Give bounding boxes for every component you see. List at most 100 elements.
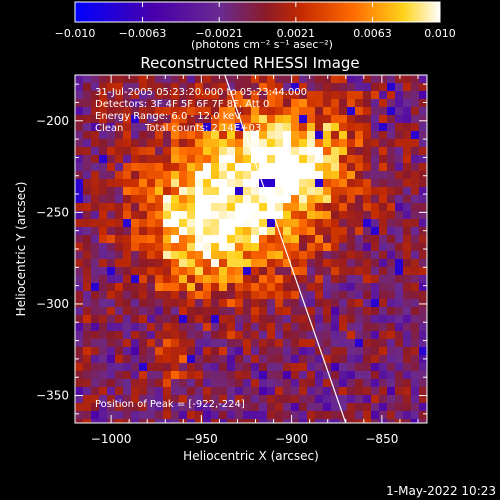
heatmap-cell xyxy=(379,83,388,92)
heatmap-cell xyxy=(203,291,212,300)
heatmap-cell xyxy=(259,171,268,180)
heatmap-cell xyxy=(315,283,324,292)
heatmap-cell xyxy=(147,411,156,420)
heatmap-cell xyxy=(107,203,116,212)
heatmap-cell xyxy=(355,411,364,420)
heatmap-cell xyxy=(275,91,284,100)
y-tick-label: −300 xyxy=(36,297,69,311)
heatmap-cell xyxy=(315,171,324,180)
heatmap-cell xyxy=(75,403,84,412)
heatmap-cell xyxy=(323,155,332,164)
heatmap-cell xyxy=(179,267,188,276)
heatmap-cell xyxy=(379,355,388,364)
heatmap-cell xyxy=(139,419,148,423)
heatmap-cell xyxy=(339,243,348,252)
heatmap-cell xyxy=(307,147,316,156)
heatmap-cell xyxy=(163,123,172,132)
heatmap-cell xyxy=(75,347,84,356)
heatmap-cell xyxy=(403,179,412,188)
heatmap-cell xyxy=(179,227,188,236)
heatmap-cell xyxy=(299,235,308,244)
heatmap-cell xyxy=(403,411,412,420)
heatmap-cell xyxy=(395,387,404,396)
heatmap-cell xyxy=(107,395,116,404)
heatmap-cell xyxy=(363,195,372,204)
heatmap-cell xyxy=(147,323,156,332)
heatmap-cell xyxy=(347,195,356,204)
heatmap-cell xyxy=(379,219,388,228)
heatmap-cell xyxy=(419,267,427,276)
heatmap-cell xyxy=(99,99,108,108)
heatmap-cell xyxy=(355,379,364,388)
heatmap-cell xyxy=(315,299,324,308)
heatmap-cell xyxy=(339,387,348,396)
heatmap-cell xyxy=(347,315,356,324)
heatmap-cell xyxy=(139,235,148,244)
heatmap-cell xyxy=(339,395,348,404)
heatmap-cell xyxy=(275,251,284,260)
heatmap-cell xyxy=(251,75,260,84)
heatmap-cell xyxy=(251,379,260,388)
heatmap-cell xyxy=(131,115,140,124)
heatmap-cell xyxy=(299,363,308,372)
heatmap-cell xyxy=(203,75,212,84)
heatmap-cell xyxy=(179,379,188,388)
heatmap-cell xyxy=(379,363,388,372)
heatmap-cell xyxy=(155,299,164,308)
heatmap-cell xyxy=(211,419,220,423)
heatmap-cell xyxy=(323,163,332,172)
heatmap-cell xyxy=(187,75,196,84)
heatmap-cell xyxy=(403,243,412,252)
heatmap-cell xyxy=(355,291,364,300)
heatmap-cell xyxy=(307,107,316,116)
heatmap-cell xyxy=(315,411,324,420)
heatmap-cell xyxy=(419,371,427,380)
heatmap-cell xyxy=(395,411,404,420)
heatmap-cell xyxy=(411,99,420,108)
heatmap-cell xyxy=(115,91,124,100)
heatmap-cell xyxy=(363,147,372,156)
heatmap-cell xyxy=(227,379,236,388)
heatmap-cell xyxy=(395,195,404,204)
heatmap-cell xyxy=(315,235,324,244)
heatmap-cell xyxy=(371,387,380,396)
heatmap-cell xyxy=(131,219,140,228)
heatmap-cell xyxy=(163,315,172,324)
heatmap-cell xyxy=(91,323,100,332)
heatmap-cell xyxy=(315,227,324,236)
heatmap-cell xyxy=(339,283,348,292)
heatmap-cell xyxy=(195,315,204,324)
heatmap-cell xyxy=(267,131,276,140)
heatmap-cell xyxy=(331,259,340,268)
heatmap-cell xyxy=(115,411,124,420)
heatmap-cell xyxy=(115,395,124,404)
heatmap-cell xyxy=(307,411,316,420)
heatmap-cell xyxy=(315,291,324,300)
heatmap-cell xyxy=(403,355,412,364)
heatmap-cell xyxy=(115,363,124,372)
heatmap-cell xyxy=(131,315,140,324)
heatmap-cell xyxy=(107,211,116,220)
heatmap-cell xyxy=(339,291,348,300)
heatmap-cells xyxy=(75,75,427,423)
heatmap-cell xyxy=(219,251,228,260)
heatmap-cell xyxy=(115,379,124,388)
y-tick-label: −250 xyxy=(36,205,69,219)
heatmap-cell xyxy=(307,419,316,423)
heatmap-cell xyxy=(123,323,132,332)
heatmap-cell xyxy=(219,75,228,84)
heatmap-cell xyxy=(291,379,300,388)
heatmap-cell xyxy=(299,107,308,116)
heatmap-cell xyxy=(179,411,188,420)
heatmap-cell xyxy=(131,395,140,404)
heatmap-cell xyxy=(259,131,268,140)
heatmap-cell xyxy=(355,403,364,412)
heatmap-cell xyxy=(91,171,100,180)
heatmap-cell xyxy=(171,379,180,388)
heatmap-cell xyxy=(403,219,412,228)
heatmap-cell xyxy=(299,163,308,172)
heatmap-cell xyxy=(243,411,252,420)
heatmap-cell xyxy=(227,179,236,188)
heatmap-cell xyxy=(339,163,348,172)
heatmap-cell xyxy=(147,251,156,260)
